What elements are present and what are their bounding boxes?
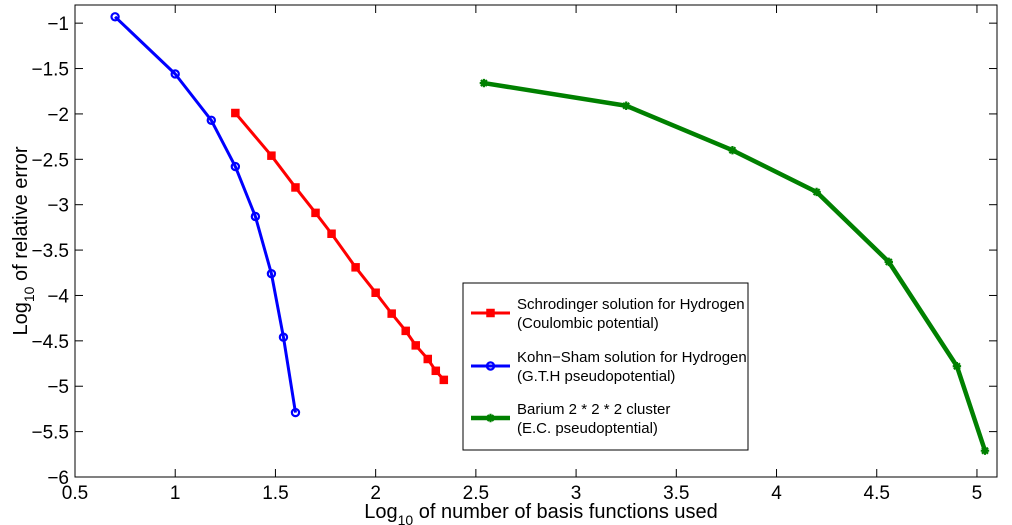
x-tick-label: 3 xyxy=(571,483,582,504)
x-tick-label: 4 xyxy=(771,483,782,504)
data-point xyxy=(250,211,261,222)
data-point xyxy=(479,78,489,88)
data-point xyxy=(980,446,990,455)
data-point xyxy=(411,341,420,350)
y-tick-label: −3 xyxy=(47,196,69,217)
series-0 xyxy=(231,108,449,385)
y-axis-label: Log10 of relative error xyxy=(10,146,37,335)
data-point xyxy=(291,183,300,192)
data-point xyxy=(206,115,216,125)
y-tick-label: −4.5 xyxy=(31,332,69,353)
legend-entry-2-name: Barium 2 * 2 * 2 cluster xyxy=(517,401,670,418)
y-tick-label: −5.5 xyxy=(31,423,69,444)
legend-entry-0-subtitle: (Coulombic potential) xyxy=(517,315,659,332)
x-tick-label: 0.5 xyxy=(62,483,88,504)
series-layer xyxy=(110,12,990,455)
data-point xyxy=(812,187,821,197)
data-point xyxy=(327,229,336,238)
data-point xyxy=(230,161,241,172)
data-point xyxy=(231,108,240,118)
y-tick-label: −2.5 xyxy=(31,150,69,171)
data-point xyxy=(884,257,893,267)
legend-swatch-marker xyxy=(486,308,495,318)
data-point xyxy=(266,268,277,279)
x-axis-label-subscript: 10 xyxy=(398,512,414,525)
legend-entry-1-name: Kohn−Sham solution for Hydrogen xyxy=(517,349,747,366)
data-point xyxy=(952,362,962,371)
y-tick-label: −3.5 xyxy=(31,241,69,262)
x-tick-label: 3.5 xyxy=(663,483,689,504)
x-tick-label: 1 xyxy=(170,483,181,504)
series-line xyxy=(114,15,297,413)
legend: Schrodinger solution for Hydrogen (Coulo… xyxy=(462,282,749,451)
data-point xyxy=(170,69,180,79)
legend-entry-2-subtitle: (E.C. pseudoptential) xyxy=(517,420,658,437)
data-point xyxy=(439,375,449,385)
data-point xyxy=(290,407,301,418)
data-point xyxy=(110,12,120,22)
legend-entry-1-subtitle: (G.T.H pseudopotential) xyxy=(517,368,675,385)
legend-swatch-marker xyxy=(485,361,496,371)
y-tick-label: −5 xyxy=(47,377,69,398)
data-point xyxy=(267,151,276,160)
data-point xyxy=(431,366,441,376)
y-tick-label: −1.5 xyxy=(31,60,69,81)
data-point xyxy=(351,263,360,272)
legend-box xyxy=(462,282,749,451)
y-axis: −1 −1.5 −2 −2.5 −3 −3.5 −4 −4.5 −5 −5.5 −6 xyxy=(31,14,997,489)
legend-swatch-marker xyxy=(486,413,495,423)
y-tick-label: −4 xyxy=(47,286,69,307)
y-tick-label: −2 xyxy=(47,105,69,126)
data-point xyxy=(371,288,380,297)
data-point xyxy=(728,146,737,155)
data-point xyxy=(311,208,320,218)
x-tick-label: 5 xyxy=(972,483,983,504)
y-tick-label: −6 xyxy=(47,468,69,489)
x-axis-label: Log10 of number of basis functions used xyxy=(364,501,718,525)
y-tick-label: −1 xyxy=(47,14,69,35)
data-point xyxy=(387,309,396,318)
series-2 xyxy=(479,78,990,455)
x-tick-label: 2 xyxy=(370,483,381,504)
legend-entry-0-name: Schrodinger solution for Hydrogen xyxy=(517,296,745,313)
x-tick-label: 2.5 xyxy=(463,483,489,504)
x-tick-label: 4.5 xyxy=(864,483,890,504)
data-point xyxy=(423,354,433,364)
data-point xyxy=(621,101,631,110)
series-1 xyxy=(110,12,301,418)
data-point xyxy=(401,326,410,336)
y-axis-label-subscript: 10 xyxy=(21,286,37,302)
x-axis: 0.5 1 1.5 2 2.5 3 3.5 4 4.5 5 xyxy=(62,5,982,504)
data-point xyxy=(278,332,289,342)
x-tick-label: 1.5 xyxy=(262,483,288,504)
